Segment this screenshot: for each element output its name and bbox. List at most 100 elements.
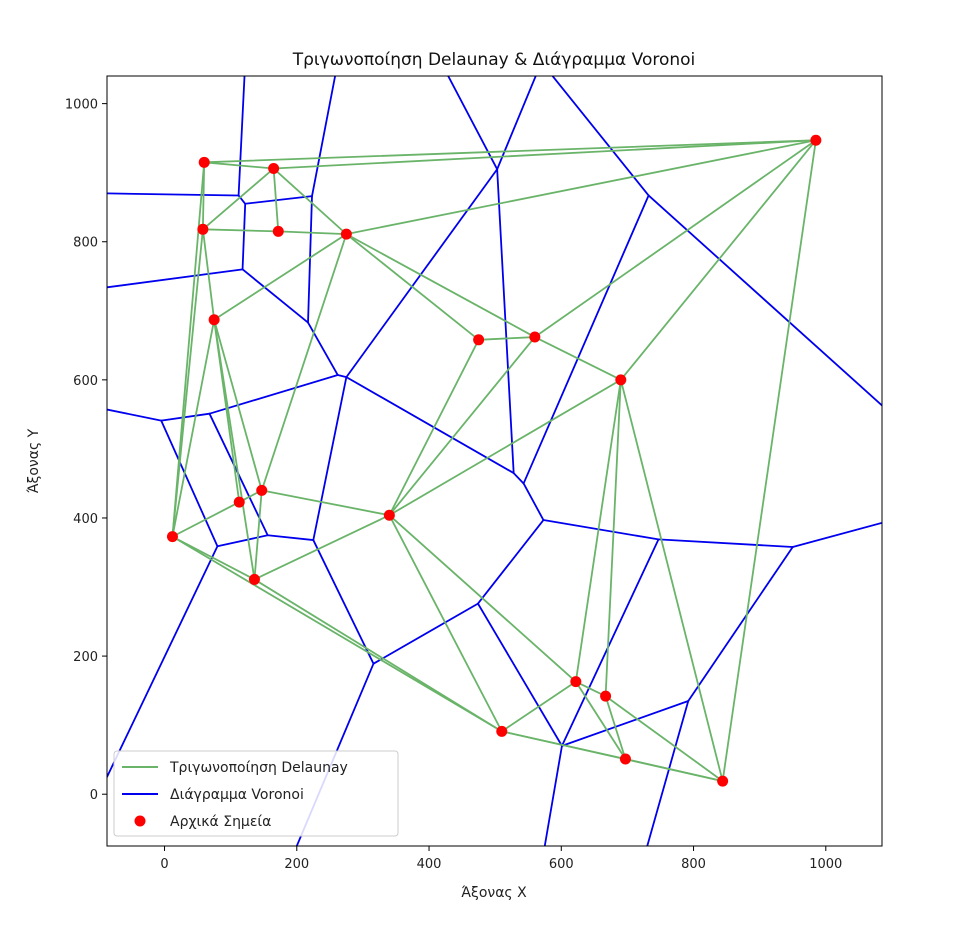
voronoi-edge-26	[561, 538, 660, 747]
delaunay-edge-13	[213, 233, 348, 321]
y-tick-label-600: 600	[73, 374, 98, 389]
y-tick-label-1000: 1000	[65, 98, 98, 113]
plot-frame	[106, 75, 883, 847]
voronoi-edge-41	[160, 419, 219, 548]
delaunay-edge-20	[260, 233, 348, 492]
voronoi-edge-19	[522, 482, 545, 521]
legend-label-points: Αρχικά Σημεία	[170, 814, 271, 830]
voronoi-edge-28	[687, 546, 794, 702]
voronoi-edge-6	[307, 195, 313, 324]
delaunay-edge-27	[388, 338, 480, 517]
legend: Τριγωνοποίηση Delaunay Διάγραμμα Voronoi Α…	[113, 750, 399, 837]
delaunay-edge-28	[388, 336, 536, 517]
voronoi-edge-21	[551, 76, 650, 197]
x-tick-label-400: 400	[417, 857, 442, 872]
voronoi-edge-13	[312, 376, 348, 541]
voronoi-edge-42	[107, 545, 219, 778]
voronoi-edge-33	[372, 602, 479, 665]
voronoi-edge-5	[311, 76, 337, 198]
delaunay-edge-48	[500, 730, 724, 782]
voronoi-edge-3	[244, 195, 313, 205]
voronoi-edge-2	[237, 76, 246, 197]
delaunay-edge-14	[213, 318, 263, 492]
delaunay-edge-9	[201, 228, 216, 321]
voronoi-edge-34	[312, 539, 375, 665]
voronoi-edge-4	[241, 202, 247, 271]
y-tick-label-200: 200	[73, 650, 98, 665]
voronoi-edge-18	[512, 472, 525, 485]
point-10	[256, 484, 268, 496]
delaunay-edge-16	[171, 318, 216, 538]
delaunay-edge-7	[272, 167, 280, 233]
voronoi-edge-20	[522, 194, 650, 485]
delaunay-edge-24	[619, 139, 817, 381]
point-17	[496, 725, 508, 737]
y-axis-ticks: 0 200 400 600 800 1000	[65, 98, 107, 803]
legend-swatch-points	[134, 815, 146, 827]
delaunay-triangulation	[171, 139, 817, 782]
delaunay-edge-49	[574, 680, 627, 760]
point-12	[166, 531, 178, 543]
point-13	[383, 509, 395, 521]
voronoi-edge-10	[336, 374, 348, 378]
voronoi-edge-9	[307, 321, 339, 376]
delaunay-edge-38	[388, 514, 503, 733]
delaunay-edge-6	[201, 228, 280, 233]
x-tick-label-600: 600	[549, 857, 574, 872]
voronoi-edge-8	[241, 268, 309, 324]
y-tick-label-400: 400	[73, 512, 98, 527]
legend-label-voronoi: Διάγραμμα Voronoi	[170, 787, 304, 803]
point-16	[600, 690, 612, 702]
point-18	[619, 753, 631, 765]
delaunay-edge-0	[203, 161, 275, 170]
point-0	[198, 156, 210, 168]
voronoi-edge-40	[107, 408, 163, 422]
voronoi-edge-32	[543, 744, 563, 846]
y-tick-label-0: 0	[90, 788, 98, 803]
voronoi-edge-0	[107, 192, 240, 197]
voronoi-edge-31	[477, 602, 563, 747]
legend-label-delaunay: Τριγωνοποίηση Delaunay	[169, 760, 348, 776]
voronoi-edge-38	[216, 534, 269, 548]
voronoi-edge-25	[657, 538, 794, 548]
delaunay-edge-21	[477, 336, 536, 341]
y-tick-label-800: 800	[73, 236, 98, 251]
delaunay-edge-29	[388, 378, 622, 517]
delaunay-edge-5	[171, 228, 204, 538]
x-tick-label-0: 0	[160, 857, 168, 872]
delaunay-edge-46	[604, 695, 724, 782]
delaunay-edge-36	[171, 535, 503, 733]
point-6	[208, 314, 220, 326]
delaunay-edge-10	[272, 167, 348, 236]
delaunay-edge-40	[574, 378, 622, 683]
voronoi-edge-30	[646, 700, 690, 846]
delaunay-edge-18	[345, 233, 480, 341]
delaunay-edge-42	[574, 680, 607, 698]
delaunay-edge-8	[201, 167, 275, 231]
voronoi-edge-12	[345, 168, 499, 378]
delaunay-edge-43	[500, 680, 577, 733]
voronoi-edge-7	[107, 268, 244, 289]
delaunay-edge-11	[277, 230, 348, 236]
delaunay-edge-37	[253, 578, 503, 733]
voronoi-edge-24	[477, 519, 545, 605]
delaunay-edge-33	[253, 489, 263, 581]
voronoi-edge-14	[345, 376, 515, 474]
point-11	[233, 496, 245, 508]
point-8	[529, 331, 541, 343]
point-3	[197, 223, 209, 235]
y-axis-title: Άξονας Y	[26, 428, 42, 493]
x-tick-label-1000: 1000	[809, 857, 842, 872]
point-9	[615, 374, 627, 386]
voronoi-edge-27	[791, 521, 882, 548]
x-axis-title: Άξονας X	[461, 885, 527, 901]
delaunay-edge-39	[388, 514, 577, 683]
voronoi-edge-29	[561, 700, 690, 747]
x-axis-ticks: 0 200 400 600 800 1000	[160, 846, 842, 872]
voronoi-edge-39	[160, 412, 211, 422]
original-points	[166, 134, 822, 787]
point-4	[272, 225, 284, 237]
voronoi-edge-23	[542, 519, 660, 541]
point-15	[570, 676, 582, 688]
